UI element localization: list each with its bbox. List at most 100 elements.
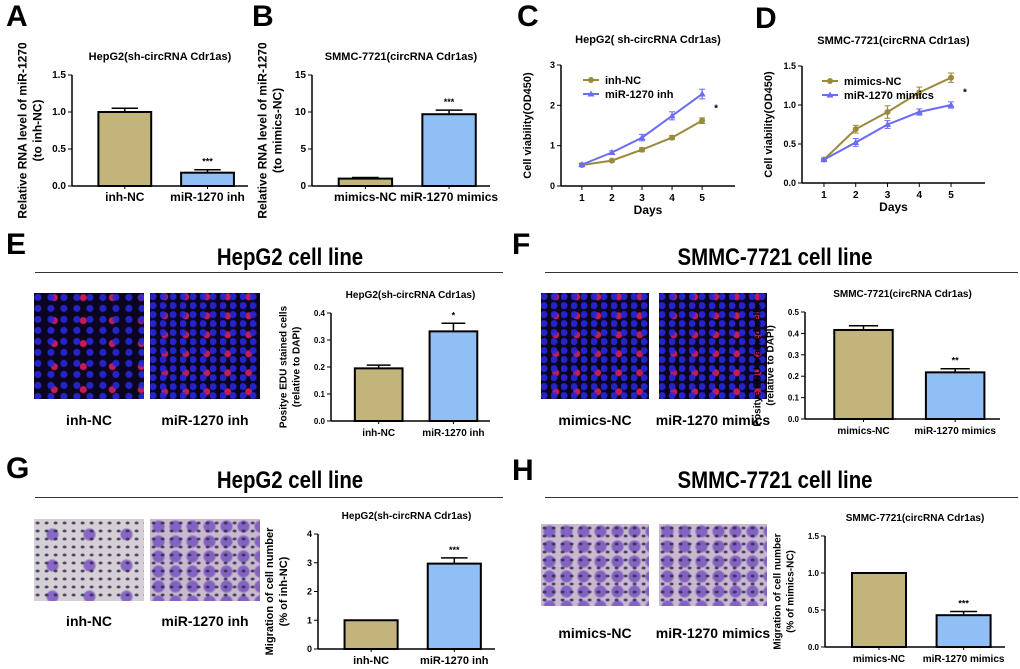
- edu-image-mimics-nc: [541, 293, 649, 399]
- legend-marker-c: [588, 77, 594, 83]
- bar-b-1: [421, 113, 477, 187]
- y-tick-label-f: 0.0: [788, 415, 800, 424]
- significance-g: ***: [449, 545, 460, 555]
- x-tick-label-d: 1: [821, 190, 827, 201]
- image-label: miR-1270 inh: [161, 613, 249, 629]
- y-tick-label-h: 0.0: [808, 643, 820, 652]
- y-axis-label-h: (% of mimics-NC): [786, 550, 797, 633]
- x-tick-label-b: miR-1270 mimics: [400, 190, 498, 204]
- image-label: mimics-NC: [558, 412, 632, 428]
- chart-title-g: HepG2(sh-circRNA Cdr1as): [342, 511, 472, 522]
- data-point-d: [915, 108, 923, 115]
- section-divider: [35, 272, 503, 273]
- y-tick-label-a: 1.5: [52, 70, 66, 81]
- legend-label-c: miR-1270 inh: [605, 89, 674, 101]
- data-point-d: [884, 109, 891, 116]
- y-tick-label-e: 0.1: [314, 390, 326, 399]
- y-tick-label-f: 0.4: [788, 329, 800, 338]
- y-axis-label-b: Relative RNA level of miR-1270: [256, 42, 270, 219]
- edu-image-mir-mimics: [659, 293, 767, 399]
- bar-a-0: [97, 111, 153, 187]
- legend-label-d: miR-1270 mimics: [844, 90, 934, 102]
- y-tick-label-h: 1.0: [808, 569, 820, 578]
- x-tick-label-e: miR-1270 inh: [422, 428, 484, 439]
- transwell-image-inh-nc: [34, 519, 144, 601]
- section-title-e: HepG2 cell line: [216, 244, 364, 271]
- y-tick-label-d: 0.5: [783, 139, 796, 149]
- y-tick-label-e: 0.0: [314, 417, 326, 426]
- chart-title-b: SMMC-7721(circRNA Cdr1as): [325, 51, 478, 63]
- y-tick-label-g: 3: [307, 558, 312, 568]
- bar-g-1: [426, 562, 482, 650]
- y-tick-label-g: 4: [307, 529, 312, 539]
- legend-marker-d: [826, 91, 834, 98]
- x-tick-label-d: 4: [916, 190, 922, 201]
- y-axis-label-e: Positye EDU stained cells: [279, 305, 290, 428]
- significance-d: *: [963, 87, 967, 98]
- data-point-d: [884, 121, 891, 127]
- x-tick-label-d: 5: [948, 190, 954, 201]
- panel-label-g: G: [6, 452, 30, 485]
- section-title-f: SMMC-7721 cell line: [677, 244, 873, 271]
- x-tick-label-c: 1: [579, 193, 585, 204]
- panel-label-f: F: [512, 228, 531, 261]
- panel-label-h: H: [512, 454, 534, 487]
- image-label: miR-1270 mimics: [655, 625, 771, 641]
- x-tick-label-b: mimics-NC: [334, 190, 397, 204]
- y-tick-label-b: 10: [295, 107, 307, 118]
- data-point-d: [820, 156, 828, 163]
- y-tick-label-h: 1.5: [808, 532, 820, 541]
- significance-a: ***: [202, 157, 213, 167]
- data-point-c: [669, 134, 676, 141]
- x-tick-label-h: miR-1270 mimics: [923, 654, 1005, 665]
- x-axis-label-d: Days: [879, 200, 908, 214]
- transwell-image-mir-inh: [150, 519, 260, 601]
- edu-image-inh-nc: [34, 293, 144, 399]
- y-tick-label-c: 2: [550, 100, 555, 110]
- x-tick-label-e: inh-NC: [362, 428, 395, 439]
- x-tick-label-a: inh-NC: [105, 190, 145, 204]
- y-tick-label-e: 0.4: [314, 309, 326, 318]
- chart-title-e: HepG2(sh-circRNA Cdr1as): [346, 290, 476, 301]
- y-tick-label-e: 0.3: [314, 336, 326, 345]
- significance-h: ***: [958, 598, 969, 608]
- x-tick-label-g: miR-1270 inh: [420, 655, 489, 667]
- bar-e-1: [428, 330, 479, 422]
- panel-label-e: E: [6, 228, 27, 261]
- data-point-c: [578, 161, 586, 168]
- data-point-d: [948, 74, 955, 81]
- image-label: mimics-NC: [558, 625, 632, 641]
- x-tick-label-c: 2: [609, 193, 615, 204]
- image-label: miR-1270 inh: [161, 412, 249, 428]
- y-tick-label-g: 0: [307, 644, 312, 654]
- data-point-c: [668, 112, 676, 119]
- data-point-c: [699, 117, 706, 124]
- x-tick-label-f: mimics-NC: [837, 426, 889, 437]
- bar-h-0: [851, 572, 907, 648]
- chart-title-c: HepG2( sh-circRNA Cdr1as): [575, 34, 721, 46]
- legend-marker-d: [827, 78, 833, 84]
- chart-title-f: SMMC-7721(circRNA Cdr1as): [833, 289, 972, 300]
- y-axis-label-f: Positye EDU stained cells: [753, 304, 764, 427]
- image-label: inh-NC: [66, 412, 112, 428]
- transwell-image-mimics-nc: [541, 524, 649, 606]
- x-tick-label-c: 4: [669, 193, 675, 204]
- chart-title-h: SMMC-7721(circRNA Cdr1as): [846, 513, 985, 524]
- y-tick-label-h: 0.5: [808, 606, 820, 615]
- data-point-c: [639, 146, 645, 153]
- bar-g-0: [343, 619, 399, 650]
- bar-f-1: [924, 371, 986, 420]
- y-tick-label-b: 15: [295, 70, 307, 81]
- data-point-c: [608, 149, 616, 156]
- panel-label-b: B: [252, 0, 274, 33]
- chart-title-d: SMMC-7721(circRNA Cdr1as): [817, 35, 970, 47]
- y-tick-label-a: 0.5: [52, 144, 66, 155]
- y-axis-label-g: Migration of cell number: [264, 527, 276, 655]
- panel-label-d: D: [755, 2, 777, 35]
- legend-label-d: mimics-NC: [844, 76, 902, 88]
- y-axis-label-h: Migration of cell number: [773, 533, 784, 649]
- data-point-d: [852, 138, 860, 145]
- y-tick-label-g: 1: [307, 615, 312, 625]
